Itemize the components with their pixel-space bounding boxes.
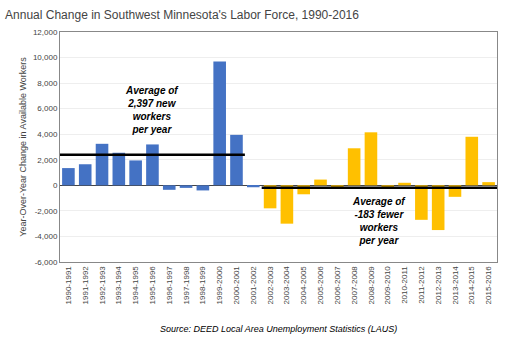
svg-text:1997-1998: 1997-1998 xyxy=(182,266,191,305)
svg-text:6,000: 6,000 xyxy=(37,104,58,113)
svg-text:1990-1991: 1990-1991 xyxy=(64,266,73,305)
svg-text:1993-1994: 1993-1994 xyxy=(114,266,123,305)
svg-text:2007-2008: 2007-2008 xyxy=(350,266,359,305)
svg-text:1995-1996: 1995-1996 xyxy=(148,266,157,305)
svg-text:2003-2004: 2003-2004 xyxy=(283,266,292,305)
svg-text:0: 0 xyxy=(53,181,58,190)
svg-text:12,000: 12,000 xyxy=(33,28,58,37)
svg-text:Average of2,397 newworkersper: Average of2,397 newworkersper year xyxy=(125,85,179,135)
svg-text:4,000: 4,000 xyxy=(37,130,58,139)
svg-text:2013-2014: 2013-2014 xyxy=(451,266,460,305)
svg-text:2,000: 2,000 xyxy=(37,156,58,165)
svg-text:2000-2001: 2000-2001 xyxy=(232,266,241,305)
svg-text:2015-2016: 2015-2016 xyxy=(484,266,493,305)
svg-text:Year-Over-Year Change in Avail: Year-Over-Year Change in Available Worke… xyxy=(18,57,28,237)
svg-text:1996-1997: 1996-1997 xyxy=(165,266,174,305)
svg-text:2008-2009: 2008-2009 xyxy=(367,266,376,305)
svg-text:1999-2000: 1999-2000 xyxy=(215,266,224,305)
svg-text:-4,000: -4,000 xyxy=(35,232,58,241)
svg-text:2011-2012: 2011-2012 xyxy=(417,266,426,304)
svg-text:2001-2002: 2001-2002 xyxy=(249,266,258,305)
svg-text:2009-2010: 2009-2010 xyxy=(383,266,392,305)
svg-text:1998-1999: 1998-1999 xyxy=(198,266,207,305)
svg-text:-2,000: -2,000 xyxy=(35,207,58,216)
svg-text:2006-2007: 2006-2007 xyxy=(333,266,342,305)
svg-text:1994-1995: 1994-1995 xyxy=(131,266,140,305)
svg-text:Average of-183 fewerworkersper: Average of-183 fewerworkersper year xyxy=(352,196,406,246)
svg-text:2004-2005: 2004-2005 xyxy=(299,266,308,305)
svg-text:-6,000: -6,000 xyxy=(35,258,58,267)
svg-text:8,000: 8,000 xyxy=(37,79,58,88)
svg-text:2005-2006: 2005-2006 xyxy=(316,266,325,305)
svg-text:Source: DEED Local Area Unempl: Source: DEED Local Area Unemployment Sta… xyxy=(160,324,397,334)
svg-text:1992-1993: 1992-1993 xyxy=(98,266,107,305)
svg-text:2012-2013: 2012-2013 xyxy=(434,266,443,305)
svg-text:2010-2011: 2010-2011 xyxy=(400,266,409,304)
svg-text:2002-2003: 2002-2003 xyxy=(266,266,275,305)
svg-text:2014-2015: 2014-2015 xyxy=(467,266,476,305)
svg-text:10,000: 10,000 xyxy=(33,53,58,62)
svg-text:1991-1992: 1991-1992 xyxy=(81,266,90,305)
svg-text:Annual Change in Southwest Min: Annual Change in Southwest Minnesota's L… xyxy=(5,8,359,22)
